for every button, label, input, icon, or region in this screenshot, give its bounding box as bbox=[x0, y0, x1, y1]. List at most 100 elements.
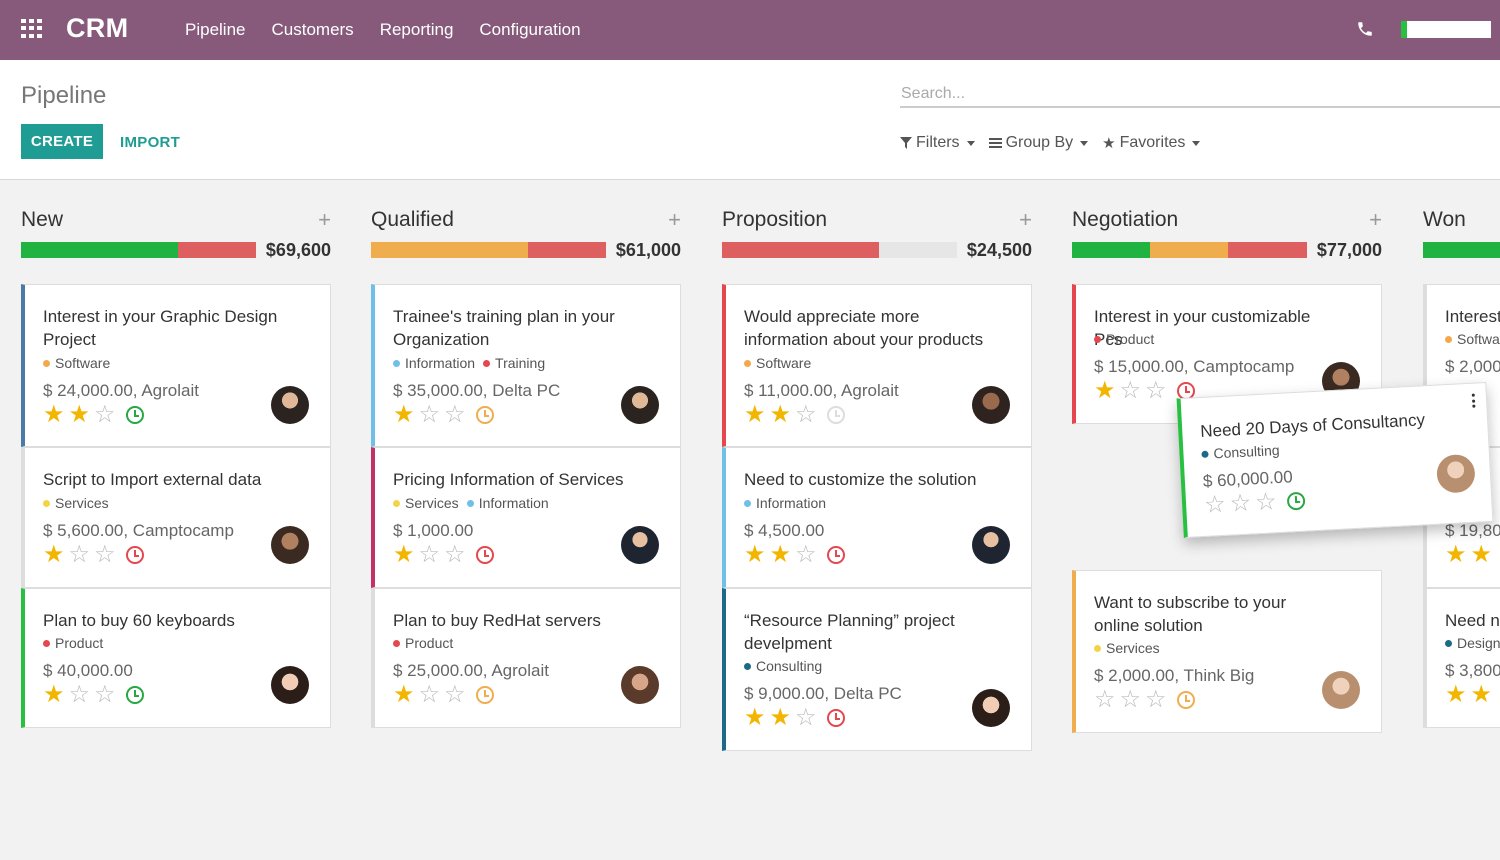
kanban-card[interactable]: “Resource Planning” project develpment C… bbox=[722, 588, 1032, 751]
progress-segment-orange[interactable] bbox=[1150, 242, 1228, 258]
star-icon[interactable]: ★ bbox=[393, 401, 415, 428]
plus-icon[interactable]: + bbox=[318, 207, 331, 232]
kanban-card[interactable]: Script to Import external data Services … bbox=[21, 447, 331, 588]
progress-segment-red[interactable] bbox=[722, 242, 879, 258]
column-progress-bar[interactable] bbox=[1072, 242, 1307, 258]
star-empty-icon[interactable]: ☆ bbox=[444, 681, 466, 708]
create-button[interactable]: CREATE bbox=[21, 124, 103, 159]
plus-icon[interactable]: + bbox=[668, 207, 681, 232]
favorites-dropdown[interactable]: ★ Favorites bbox=[1102, 134, 1201, 152]
progress-segment-green[interactable] bbox=[1423, 242, 1500, 258]
column-progress-bar[interactable] bbox=[1423, 242, 1500, 258]
star-icon[interactable]: ★ bbox=[744, 704, 766, 731]
activity-clock-icon[interactable] bbox=[826, 709, 845, 727]
progress-segment-green[interactable] bbox=[1072, 242, 1150, 258]
star-empty-icon[interactable]: ☆ bbox=[94, 401, 116, 428]
star-empty-icon[interactable]: ☆ bbox=[1228, 489, 1252, 518]
star-empty-icon[interactable]: ☆ bbox=[94, 681, 116, 708]
star-empty-icon[interactable]: ☆ bbox=[1254, 488, 1278, 517]
star-icon[interactable]: ★ bbox=[1445, 681, 1467, 708]
menu-customers[interactable]: Customers bbox=[271, 20, 354, 39]
star-empty-icon[interactable]: ☆ bbox=[444, 541, 466, 568]
kanban-card[interactable]: Would appreciate more information about … bbox=[722, 284, 1032, 447]
star-icon[interactable]: ★ bbox=[393, 681, 415, 708]
star-empty-icon[interactable]: ☆ bbox=[1145, 686, 1167, 713]
star-empty-icon[interactable]: ☆ bbox=[94, 541, 116, 568]
menu-configuration[interactable]: Configuration bbox=[479, 20, 581, 39]
star-icon[interactable]: ★ bbox=[769, 704, 792, 731]
phone-icon[interactable] bbox=[1356, 20, 1374, 38]
kanban-card[interactable]: Need to customize the solution Informati… bbox=[722, 447, 1032, 588]
plus-icon[interactable]: + bbox=[1369, 207, 1382, 232]
star-empty-icon[interactable]: ☆ bbox=[1094, 686, 1116, 713]
star-empty-icon[interactable]: ☆ bbox=[68, 541, 91, 568]
activity-clock-icon[interactable] bbox=[125, 686, 144, 704]
menu-pipeline[interactable]: Pipeline bbox=[185, 20, 246, 39]
star-empty-icon[interactable]: ☆ bbox=[68, 681, 91, 708]
activity-clock-icon[interactable] bbox=[475, 546, 494, 564]
progress-segment-green[interactable] bbox=[21, 242, 178, 258]
star-icon[interactable]: ★ bbox=[1470, 541, 1493, 568]
kebab-menu-icon[interactable] bbox=[1471, 393, 1477, 408]
star-icon[interactable]: ★ bbox=[393, 541, 415, 568]
kanban-card[interactable]: Interest in your Graphic Design Project … bbox=[21, 284, 331, 447]
star-empty-icon[interactable]: ☆ bbox=[418, 401, 441, 428]
star-empty-icon[interactable]: ☆ bbox=[795, 541, 817, 568]
user-menu[interactable] bbox=[1401, 21, 1491, 38]
star-icon[interactable]: ★ bbox=[43, 401, 65, 428]
star-empty-icon[interactable]: ☆ bbox=[418, 541, 441, 568]
star-icon[interactable]: ★ bbox=[1094, 377, 1116, 404]
star-icon[interactable]: ★ bbox=[68, 401, 91, 428]
activity-clock-icon[interactable] bbox=[826, 546, 845, 564]
star-empty-icon[interactable]: ☆ bbox=[418, 681, 441, 708]
activity-clock-icon[interactable] bbox=[826, 406, 845, 424]
star-empty-icon[interactable]: ☆ bbox=[1119, 377, 1142, 404]
kanban-card[interactable]: Need ne Design $ 3,800 ★★ bbox=[1423, 588, 1500, 728]
star-empty-icon[interactable]: ☆ bbox=[795, 401, 817, 428]
app-brand[interactable]: CRM bbox=[66, 13, 129, 43]
star-empty-icon[interactable]: ☆ bbox=[444, 401, 466, 428]
kanban-card[interactable]: Plan to buy RedHat servers Product $ 25,… bbox=[371, 588, 681, 728]
column-progress-bar[interactable] bbox=[722, 242, 957, 258]
search-input[interactable] bbox=[900, 82, 1500, 108]
star-empty-icon[interactable]: ☆ bbox=[1145, 377, 1167, 404]
activity-clock-icon[interactable] bbox=[1286, 491, 1306, 511]
star-icon[interactable]: ★ bbox=[43, 681, 65, 708]
progress-segment-red[interactable] bbox=[1228, 242, 1307, 258]
menu-reporting[interactable]: Reporting bbox=[379, 20, 454, 39]
star-icon[interactable]: ★ bbox=[744, 541, 766, 568]
progress-segment-grey[interactable] bbox=[879, 242, 957, 258]
star-icon[interactable]: ★ bbox=[1445, 541, 1467, 568]
kanban-card[interactable]: Want to subscribe to your online solutio… bbox=[1072, 570, 1382, 733]
star-icon[interactable]: ★ bbox=[43, 541, 65, 568]
activity-clock-icon[interactable] bbox=[475, 406, 494, 424]
dragged-kanban-card[interactable]: Need 20 Days of Consultancy Consulting $… bbox=[1176, 381, 1494, 539]
column-progress-bar[interactable] bbox=[371, 242, 606, 258]
kanban-card[interactable]: Pricing Information of Services Services… bbox=[371, 447, 681, 588]
progress-segment-orange[interactable] bbox=[371, 242, 528, 258]
activity-clock-icon[interactable] bbox=[475, 686, 494, 704]
apps-icon[interactable] bbox=[21, 19, 44, 38]
plus-icon[interactable]: + bbox=[1019, 207, 1032, 232]
star-icon[interactable]: ★ bbox=[744, 401, 766, 428]
progress-segment-red[interactable] bbox=[178, 242, 256, 258]
card-amount: $ 2,000.00, Think Big bbox=[1094, 666, 1255, 685]
star-empty-icon[interactable]: ☆ bbox=[1119, 686, 1142, 713]
filters-dropdown[interactable]: Filters bbox=[900, 134, 975, 152]
activity-clock-icon[interactable] bbox=[125, 546, 144, 564]
tag: Information bbox=[744, 495, 826, 511]
activity-clock-icon[interactable] bbox=[1176, 691, 1195, 709]
kanban-card[interactable]: Plan to buy 60 keyboards Product $ 40,00… bbox=[21, 588, 331, 728]
group-by-dropdown[interactable]: Group By bbox=[988, 134, 1089, 152]
column-progress-bar[interactable] bbox=[21, 242, 256, 258]
activity-clock-icon[interactable] bbox=[125, 406, 144, 424]
card-amount: $ 2,000 bbox=[1445, 357, 1500, 376]
star-icon[interactable]: ★ bbox=[769, 401, 792, 428]
star-icon[interactable]: ★ bbox=[1470, 681, 1493, 708]
star-empty-icon[interactable]: ☆ bbox=[1203, 490, 1227, 519]
star-icon[interactable]: ★ bbox=[769, 541, 792, 568]
kanban-card[interactable]: Trainee's training plan in your Organiza… bbox=[371, 284, 681, 447]
progress-segment-red[interactable] bbox=[528, 242, 606, 258]
star-empty-icon[interactable]: ☆ bbox=[795, 704, 817, 731]
import-button[interactable]: IMPORT bbox=[120, 134, 181, 151]
